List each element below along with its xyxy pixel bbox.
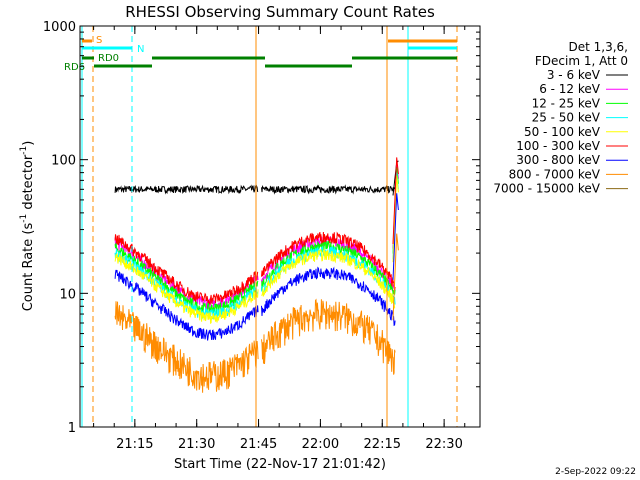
y-tick-label: 100 xyxy=(51,154,76,169)
y-tick-label: 10 xyxy=(59,287,76,302)
x-tick-label: 21:15 xyxy=(116,437,153,452)
series-line-5 xyxy=(392,157,399,245)
series-line-2 xyxy=(261,240,396,295)
series-line-4 xyxy=(261,249,396,309)
x-tick-label: 21:30 xyxy=(178,437,215,452)
series-line-0 xyxy=(261,184,396,195)
legend-label-7: 800 - 7000 keV xyxy=(509,167,601,181)
series-line-7 xyxy=(392,233,399,321)
data-layer xyxy=(114,157,399,393)
x-axis-label: Start Time (22-Nov-17 21:01:42) xyxy=(174,457,386,472)
legend-header-2: FDecim 1, Att 0 xyxy=(535,54,628,68)
flag-layer: S N RD0 RD6 xyxy=(64,26,458,427)
legend-label-0: 3 - 6 keV xyxy=(547,68,601,82)
plot-frame xyxy=(79,25,481,428)
series-line-5 xyxy=(261,231,396,291)
series-line-5 xyxy=(114,234,259,305)
legend-header-1: Det 1,3,6, xyxy=(569,40,629,54)
render-timestamp: 2-Sep-2022 09:22 xyxy=(555,467,636,477)
flag-label-s: S xyxy=(96,35,102,46)
series-line-7 xyxy=(114,301,259,393)
axis-layer: 1 10 100 1000 21:15 21:30 21:45 22:00 22:15 22:30 xyxy=(43,20,480,452)
series-line-6 xyxy=(392,193,399,280)
series-line-7 xyxy=(261,298,396,375)
x-tick-label: 21:45 xyxy=(240,437,277,452)
legend-label-8: 7000 - 15000 keV xyxy=(493,182,600,196)
legend-label-6: 300 - 800 keV xyxy=(516,153,600,167)
legend-label-1: 6 - 12 keV xyxy=(539,82,601,96)
y-tick-label: 1000 xyxy=(43,20,76,35)
legend-label-2: 12 - 25 keV xyxy=(532,96,601,110)
y-tick-label: 1 xyxy=(68,421,76,436)
series-line-4 xyxy=(114,253,259,325)
x-tick-label: 22:15 xyxy=(364,437,401,452)
series-line-4 xyxy=(392,175,399,263)
x-tick-label: 22:30 xyxy=(425,437,462,452)
flag-label-n: N xyxy=(137,44,144,55)
flag-label-rd0: RD0 xyxy=(98,53,119,64)
series-line-6 xyxy=(261,266,396,327)
x-tick-label: 22:00 xyxy=(302,437,339,452)
legend-label-4: 50 - 100 keV xyxy=(524,125,601,139)
chart-title: RHESSI Observing Summary Count Rates xyxy=(125,3,435,21)
flag-label-rd6: RD6 xyxy=(64,62,85,73)
series-line-0 xyxy=(114,184,259,195)
legend-label-3: 25 - 50 keV xyxy=(532,111,601,125)
legend-label-5: 100 - 300 keV xyxy=(516,139,600,153)
y-axis-label: Count Rate (s-1 detector-1) xyxy=(19,141,36,312)
series-line-6 xyxy=(114,269,259,341)
